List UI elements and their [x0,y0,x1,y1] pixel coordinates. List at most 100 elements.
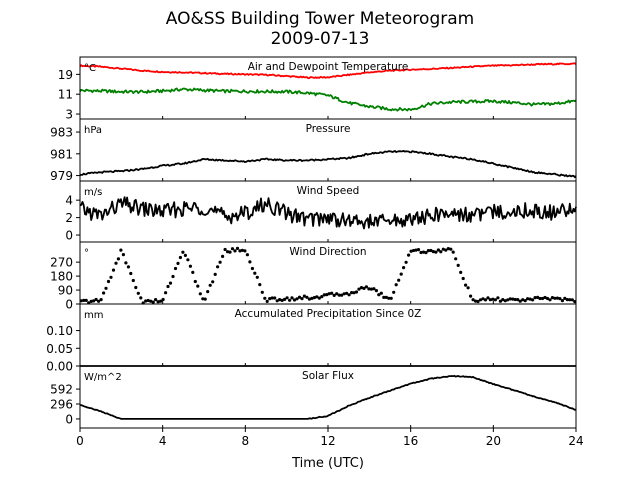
series-point [464,283,468,287]
series-1 [79,246,577,305]
series-point [392,290,396,294]
series-point [416,248,421,252]
series-point [466,286,470,290]
series-point [508,297,512,301]
y-tick-label: 90 [58,284,73,298]
y-tick-label: 979 [50,169,73,183]
y-tick-label: 983 [50,126,73,140]
series-point [364,285,368,289]
series-point [483,298,488,302]
series-point [350,291,354,295]
series-point [335,292,339,296]
series-point [139,296,143,300]
panel-2: 979 981 983 hPa Pressure [50,118,577,183]
series-point [526,297,530,301]
series-point [302,294,306,298]
series-point [347,293,351,297]
unit-label: m/s [84,187,102,198]
x-tick-label: 16 [403,434,418,448]
series-point [342,292,346,296]
series-point [399,272,403,276]
series-point [560,299,565,303]
figure-subtitle: 2009-07-13 [271,29,370,49]
series-point [317,296,321,300]
series-point [136,291,140,295]
series-point [545,296,550,301]
series-point [548,298,552,302]
y-tick-label: 0 [65,412,73,426]
series-point [402,266,406,270]
y-tick-label: 592 [50,383,73,397]
series-point [322,293,326,297]
series-point [362,286,366,290]
series-point [449,247,453,251]
series-point [114,261,118,265]
y-tick-label: 19 [58,68,73,82]
series-point [307,297,311,301]
series-point [106,279,111,284]
series-point [230,247,235,251]
series-point [387,296,391,300]
series-point [102,291,106,295]
series-point [414,248,418,252]
series-point [258,283,262,287]
series-point [372,287,376,291]
series-point [183,253,187,257]
series-point [563,296,567,300]
series-point [171,274,175,279]
series-point [295,297,299,301]
y-tick-label: 296 [50,398,73,412]
series-point [290,296,294,300]
series-point [570,298,574,302]
series-point [203,297,207,301]
series-point [213,272,217,276]
series-line-1 [79,149,577,179]
series-point [429,248,433,253]
series-point [506,298,510,302]
series-point [404,260,408,264]
panel-title: Wind Speed [297,185,360,197]
series-point [221,254,225,258]
series-point [330,291,334,295]
series-point [188,264,192,268]
series-point [134,285,138,290]
series-point [518,299,522,303]
series-point [226,250,230,254]
series-point [126,265,130,269]
series-point [250,266,254,271]
series-point [111,268,116,272]
series-point [124,261,128,265]
series-point [511,297,515,301]
series-point [253,271,257,275]
panel-1: 3 11 19 °C Air and Dewpoint Temperature [58,56,577,122]
panel-3: 0 2 4 m/s Wind Speed [65,180,577,243]
series-point [92,299,96,303]
series-point [421,250,426,254]
series-point [121,253,125,257]
series-point [488,298,492,302]
series-point [196,284,200,288]
series-point [384,295,388,299]
panel-title: Accumulated Precipitation Since 0Z [235,308,422,320]
series-point [206,290,210,294]
series-point [193,279,197,284]
x-tick-label: 20 [486,434,501,448]
series-line-2 [79,87,577,112]
series-point [263,296,267,300]
series-point [528,297,532,301]
unit-label: °C [84,63,96,74]
series-point [516,298,520,302]
series-point [327,292,331,296]
series-point [377,293,381,297]
series-point [367,287,371,291]
y-tick-label: 0 [65,298,73,312]
series-point [469,294,473,298]
series-point [503,299,507,303]
series-point [94,297,98,302]
series-point [498,299,502,303]
series-point [354,290,359,294]
series-line-1 [79,374,577,420]
series-point [119,248,123,252]
